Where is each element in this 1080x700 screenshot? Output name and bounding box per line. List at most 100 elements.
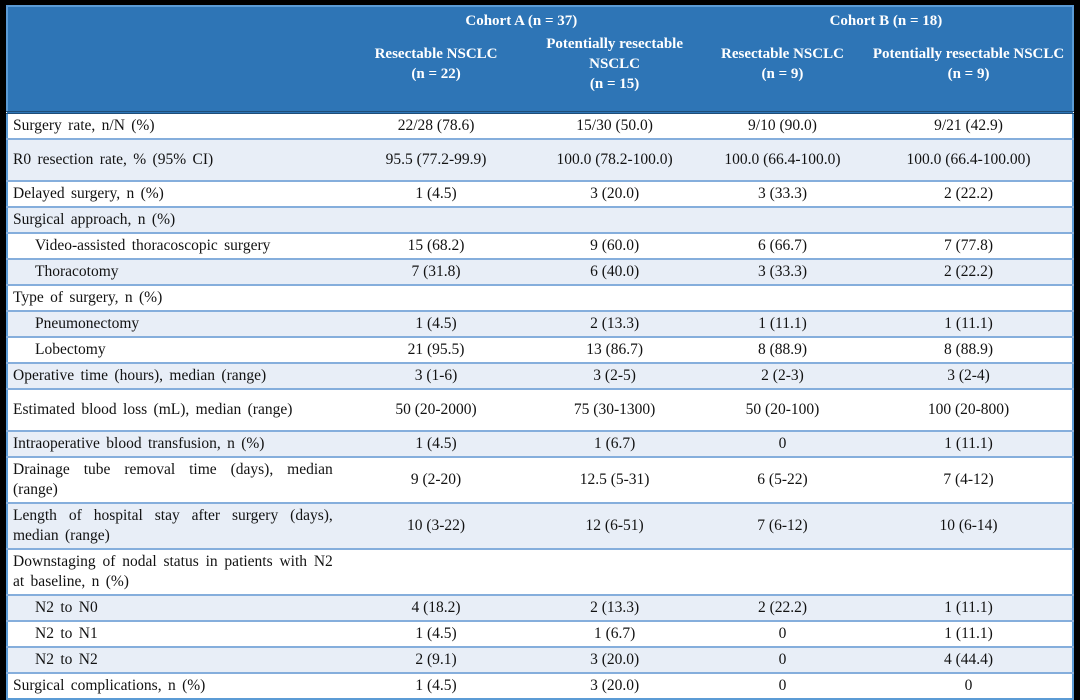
cell-value: 9 (2-20) [410,471,462,488]
cell-value: 2 (13.3) [590,315,640,332]
cell-value: 12.5 (5-31) [579,471,650,488]
cohort-a-header: Cohort A (n = 37) [342,6,700,31]
cell-value: 0 [778,677,787,694]
col-header-title: Potentially resectable NSCLC [872,45,1065,62]
cell-value: 2 (2-3) [761,367,804,384]
row-label: Intraoperative blood transfusion, n (%) [13,435,265,452]
cell-value: 2 (22.2) [757,599,808,616]
cell-value [343,285,530,311]
row-label: Operative time (hours), median (range) [13,367,267,384]
cell-value: 100.0 (78.2-100.0) [556,151,673,168]
cell-value [700,285,865,311]
table-row: Thoracotomy 7 (31.8) 6 (40.0) 3 (33.3) 2 (22… [7,259,1073,285]
cell-value: 6 (66.7) [757,237,808,254]
cell-value: 15 (68.2) [407,237,465,254]
corner-cell [7,31,343,113]
table-body: Surgery rate, n/N (%) 22/28 (78.6) 15/30 (… [7,112,1073,699]
table-row: Surgical approach, n (%) [7,207,1073,233]
table-row: N2 to N2 2 (9.1) 3 (20.0) 0 4 (44.4) [7,647,1073,673]
table-row: N2 to N0 4 (18.2) 2 (13.3) 2 (22.2) 1 (11.1) [7,595,1073,621]
table-row: Pneumonectomy 1 (4.5) 2 (13.3) 1 (11.1) 1 (1… [7,311,1073,337]
table-row: Estimated blood loss (mL), median (range… [7,389,1073,431]
cell-value: 1 (4.5) [415,625,457,642]
corner-cell [7,6,343,31]
cell-value: 7 (6-12) [757,517,808,534]
row-label: N2 to N1 [35,625,98,642]
cell-value: 12 (6-51) [585,517,644,534]
table-row: Surgery rate, n/N (%) 22/28 (78.6) 15/30 (… [7,112,1073,139]
cell-value: 1 (11.1) [944,599,993,616]
row-label: R0 resection rate, % (95% CI) [13,151,214,168]
cell-value: 95.5 (77.2-99.9) [385,151,487,168]
cell-value: 7 (4-12) [943,471,994,488]
cell-value [529,549,700,595]
cohort-b-header: Cohort B (n = 18) [699,6,1073,31]
cell-value: 10 (6-14) [939,517,998,534]
cell-value: 0 [964,677,973,694]
cell-value: 3 (33.3) [757,185,808,202]
row-label: Downstaging of nodal status in patients … [13,553,333,590]
surgery-outcomes-table: Cohort A (n = 37) Cohort B (n = 18) Rese… [6,5,1074,700]
table-row: Surgical complications, n (%) 1 (4.5) 3 (2… [7,673,1073,699]
row-label: N2 to N2 [35,651,98,668]
cell-value: 1 (4.5) [415,677,457,694]
table-row: Intraoperative blood transfusion, n (%) 1… [7,431,1073,457]
cell-value: 1 (11.1) [944,435,993,452]
col-header-n: (n = 9) [947,66,990,82]
cell-value: 3 (1-6) [414,367,458,384]
cell-value [700,207,865,233]
cell-value: 7 (31.8) [411,263,461,280]
cell-value: 6 (5-22) [757,471,808,488]
table-row: Lobectomy 21 (95.5) 13 (86.7) 8 (88.9) 8 (88… [7,337,1073,363]
row-label: Estimated blood loss (mL), median (range… [13,401,293,418]
cell-value: 22/28 (78.6) [397,117,475,134]
cell-value: 100.0 (66.4-100.00) [906,151,1031,168]
cell-value: 1 (11.1) [944,625,993,642]
table-row: Delayed surgery, n (%) 1 (4.5) 3 (20.0) 3 (… [7,181,1073,207]
cell-value: 9 (60.0) [590,237,640,254]
cell-value: 100.0 (66.4-100.0) [724,151,841,168]
col-header-title: Potentially resectable NSCLC [546,35,683,72]
cell-value: 2 (13.3) [590,599,640,616]
row-label: Drainage tube removal time (days), media… [13,461,333,498]
cell-value: 1 (4.5) [415,435,457,452]
table-row: Drainage tube removal time (days), media… [7,457,1073,503]
cell-value: 1 (6.7) [593,435,636,452]
cell-value [529,207,700,233]
cell-value: 4 (44.4) [944,651,994,668]
cell-value: 9/10 (90.0) [748,117,817,134]
cell-value: 0 [778,435,787,452]
cell-value [700,549,865,595]
cell-value: 1 (11.1) [944,315,993,332]
cell-value: 50 (20-100) [745,401,820,418]
row-label: Video-assisted thoracoscopic surgery [35,237,271,254]
cell-value [529,285,700,311]
table-header: Cohort A (n = 37) Cohort B (n = 18) Rese… [7,6,1073,113]
cell-value [343,207,530,233]
cell-value [343,549,530,595]
cell-value: 3 (2-4) [947,367,990,384]
table-row: Downstaging of nodal status in patients … [7,549,1073,595]
table-row: Video-assisted thoracoscopic surgery 15 (… [7,233,1073,259]
cell-value: 1 (6.7) [593,625,636,642]
cell-value: 13 (86.7) [586,341,644,358]
col-header-resectable-b: Resectable NSCLC (n = 9) [699,31,866,113]
table-row: R0 resection rate, % (95% CI) 95.5 (77.2-… [7,139,1073,181]
table-frame: Cohort A (n = 37) Cohort B (n = 18) Rese… [6,5,1074,700]
row-label: Surgical complications, n (%) [13,677,206,694]
col-header-title: Resectable NSCLC [721,45,844,62]
cohort-header-row: Cohort A (n = 37) Cohort B (n = 18) [7,6,1073,31]
cell-value: 3 (20.0) [590,651,640,668]
col-header-n: (n = 15) [589,76,640,93]
cell-value: 2 (22.2) [944,185,994,202]
row-label: Surgery rate, n/N (%) [13,117,155,134]
cell-value [865,207,1073,233]
cell-value: 21 (95.5) [407,341,465,358]
cell-value: 8 (88.9) [757,341,808,358]
row-label: Thoracotomy [35,263,119,280]
cell-value: 50 (20-2000) [395,401,477,418]
col-header-title: Resectable NSCLC [374,45,498,62]
cell-value: 0 [778,625,787,642]
cell-value: 3 (33.3) [757,263,808,280]
column-header-row: Resectable NSCLC (n = 22) Potentially re… [7,31,1073,113]
